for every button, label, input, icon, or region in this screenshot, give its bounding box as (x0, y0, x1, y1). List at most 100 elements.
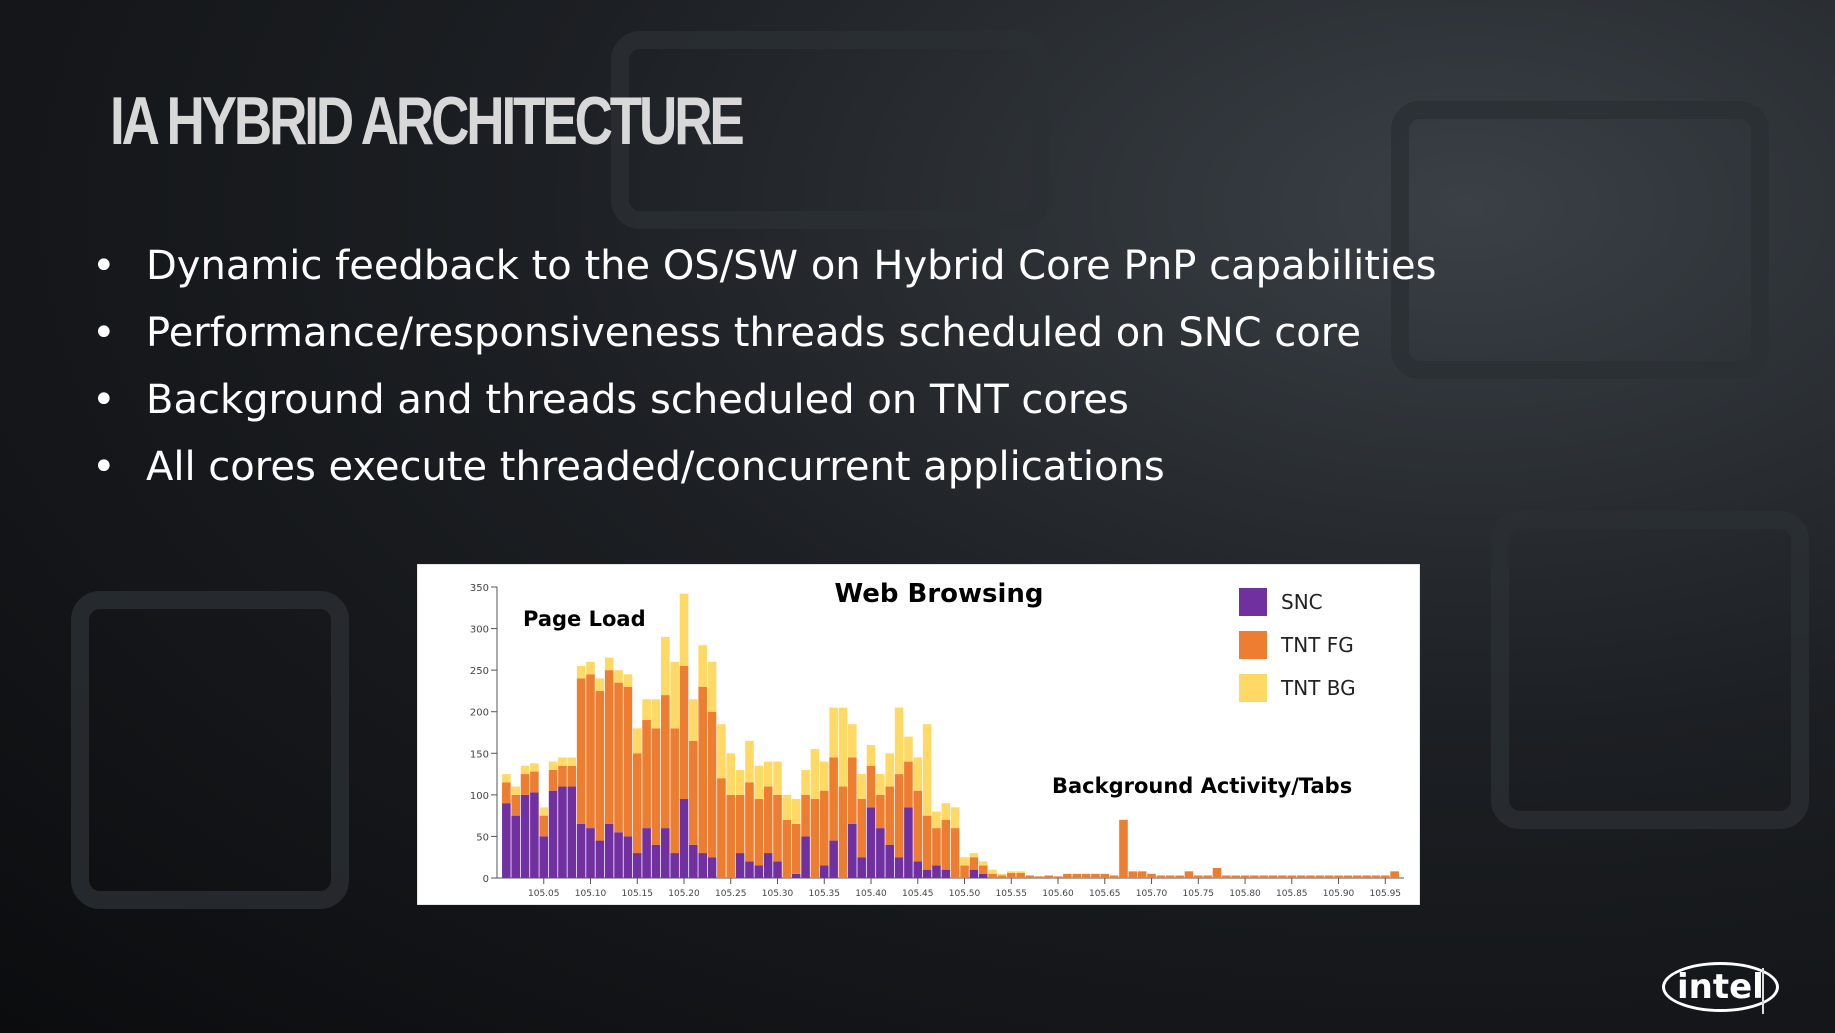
bar-segment (623, 686, 633, 837)
bar-segment (1306, 875, 1315, 878)
bar-segment (838, 786, 848, 878)
bar-segment (876, 774, 885, 795)
bar-segment (894, 857, 904, 878)
bar-segment (1268, 875, 1278, 878)
bar-segment (1324, 875, 1334, 878)
bar-segment (773, 794, 782, 862)
bar-segment (689, 844, 698, 878)
bar-segment (969, 857, 979, 870)
y-tick-label: 100 (470, 791, 489, 802)
bar-segment (586, 828, 595, 878)
bullet: Performance/responsiveness threads sched… (92, 303, 1436, 370)
bar-segment (530, 771, 539, 793)
x-tick-label: 105.80 (1229, 889, 1261, 899)
bar-segment (1081, 873, 1091, 878)
bar-segment (791, 823, 801, 874)
bar-segment (848, 724, 857, 758)
bar-segment (632, 753, 642, 854)
logo-divider (1762, 968, 1764, 1014)
x-tick-label: 105.50 (949, 889, 981, 899)
bar-segment (735, 769, 745, 795)
bar-segment (623, 836, 633, 878)
bar-segment (848, 823, 857, 878)
bar-segment (969, 869, 979, 878)
bar-segment (502, 782, 511, 804)
x-tick-label: 105.15 (622, 889, 654, 899)
bar-segment (997, 875, 1007, 878)
legend-label: TNT FG (1280, 633, 1354, 657)
x-tick-label: 105.40 (855, 889, 887, 899)
legend-swatch (1239, 588, 1267, 616)
bar-segment (726, 753, 736, 795)
bar-segment (913, 861, 923, 878)
bar-segment (1006, 873, 1016, 878)
bar-segment (763, 853, 773, 878)
y-tick-label: 0 (483, 874, 489, 885)
bullet: Dynamic feedback to the OS/SW on Hybrid … (92, 236, 1436, 303)
bar-segment (567, 786, 577, 878)
bar-segment (866, 744, 876, 766)
bar-segment (632, 853, 642, 878)
bar-segment (670, 661, 679, 729)
bar-segment (642, 720, 651, 829)
x-tick-label: 105.25 (715, 889, 747, 899)
bar-segment (960, 865, 969, 878)
bar-segment (558, 786, 567, 878)
bar-segment (848, 757, 857, 824)
bar-segment (1016, 871, 1025, 874)
bar-segment (1016, 873, 1025, 878)
bar-segment (511, 794, 521, 816)
bar-segment (857, 799, 866, 858)
bar-segment (689, 740, 698, 845)
bar-segment (745, 861, 754, 878)
bar-segment (1156, 875, 1166, 878)
bar-segment (932, 865, 941, 878)
bar-segment (801, 794, 810, 837)
bar-segment (1362, 875, 1371, 878)
bar-segment (548, 761, 558, 770)
bar-segment (595, 690, 605, 841)
annotation: Background Activity/Tabs (1052, 774, 1352, 798)
x-tick-label: 105.75 (1183, 889, 1215, 899)
bar-segment (576, 665, 586, 679)
bar-segment (614, 682, 623, 833)
y-tick-label: 250 (470, 666, 489, 677)
bar-segment (651, 844, 661, 878)
bar-segment (604, 823, 614, 878)
bar-segment (595, 840, 605, 878)
bar-segment (894, 774, 904, 858)
x-tick-label: 105.45 (902, 889, 934, 899)
bar-segment (661, 695, 670, 829)
bar-segment (567, 765, 577, 787)
bar-segment (1193, 875, 1203, 878)
bullet-list: Dynamic feedback to the OS/SW on Hybrid … (92, 236, 1436, 504)
x-tick-label: 105.60 (1042, 889, 1074, 899)
bar-segment (1035, 876, 1044, 878)
bar-segment (960, 857, 969, 866)
bar-segment (679, 665, 689, 800)
y-tick-label: 300 (470, 625, 489, 636)
bar-segment (978, 861, 988, 866)
x-tick-label: 105.95 (1370, 889, 1402, 899)
bar-segment (829, 707, 838, 758)
bar-segment (707, 711, 717, 858)
bar-segment (614, 670, 623, 683)
bar-segment (548, 769, 558, 791)
bar-segment (567, 757, 577, 766)
bar-segment (978, 873, 988, 878)
bar-segment (922, 724, 932, 816)
legend-swatch (1239, 631, 1267, 659)
annotation: Page Load (523, 607, 646, 631)
bar-segment (801, 769, 810, 795)
bar-segment (1100, 873, 1110, 878)
bar-segment (651, 728, 661, 845)
bar-segment (773, 861, 782, 878)
x-tick-label: 105.85 (1276, 889, 1308, 899)
bar-segment (530, 792, 539, 878)
bar-segment (941, 819, 951, 870)
bar-segment (932, 811, 941, 829)
bar-segment (539, 807, 549, 816)
bar-segment (810, 749, 820, 800)
bar-segment (885, 786, 895, 845)
bar-segment (1063, 873, 1072, 878)
